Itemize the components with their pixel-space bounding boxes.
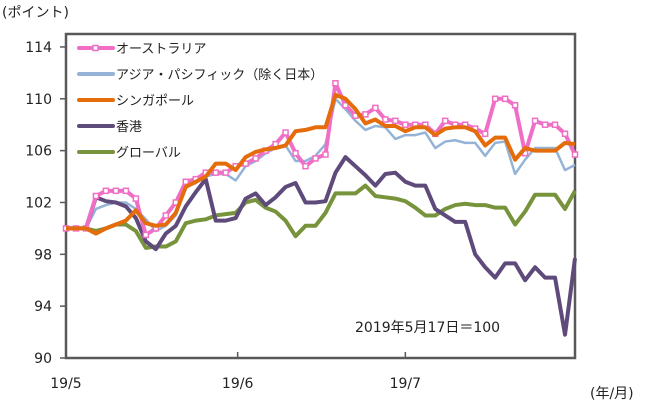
data-point [332,79,339,87]
x-tick-label: 19/7 [390,376,421,392]
data-point [132,195,140,202]
data-point [282,129,289,136]
data-point [252,155,259,162]
data-point [382,116,389,123]
series-0 [62,79,579,239]
data-point [501,95,509,103]
series-line [66,81,577,237]
legend-label: グローバル [116,146,181,161]
y-tick-label: 102 [25,195,52,211]
legend-label: 香港 [116,120,142,135]
data-point [312,155,319,162]
data-point [491,95,499,103]
y-tick-label: 98 [34,247,52,263]
data-point [292,149,299,157]
data-point [541,121,549,128]
data-point [511,102,519,109]
y-tick-label: 94 [34,299,52,315]
y-tick-label: 110 [25,92,52,108]
data-point [322,151,329,158]
series-2 [66,92,576,236]
data-point [162,212,170,219]
y-tick-label: 106 [25,144,52,160]
legend-label: アジア・パシフィック（除く日本） [116,68,323,83]
data-point [531,117,539,125]
data-point [392,117,399,125]
data-point [372,104,379,112]
data-point [122,187,130,195]
data-point [92,192,100,200]
plot-area [64,32,577,360]
y-axis-label: (ポイント) [2,5,69,21]
data-point [362,111,369,118]
x-axis-label: (年/月) [590,386,634,402]
data-point [571,151,579,158]
x-tick-label: 19/5 [50,376,81,392]
legend-marker [92,44,99,52]
data-point [302,162,309,170]
data-point [182,178,190,185]
series-line [66,92,576,236]
data-point [561,130,569,138]
y-tick-label: 90 [34,351,52,367]
data-point [481,130,489,138]
data-point [402,121,409,128]
legend-label: シンガポール [116,94,194,109]
x-tick-label: 19/6 [222,376,254,392]
data-point [102,187,110,195]
legend-label: オーストラリア [116,42,206,57]
series-3 [66,155,577,337]
annotation: 2019年5月17日＝100 [355,320,500,336]
data-point [212,169,219,176]
data-point [222,169,229,176]
data-point [551,121,559,128]
y-tick-label: 114 [25,40,52,56]
data-point [142,231,150,239]
series-line [66,155,577,337]
data-point [112,187,120,195]
data-point [442,117,449,125]
data-point [342,102,349,109]
